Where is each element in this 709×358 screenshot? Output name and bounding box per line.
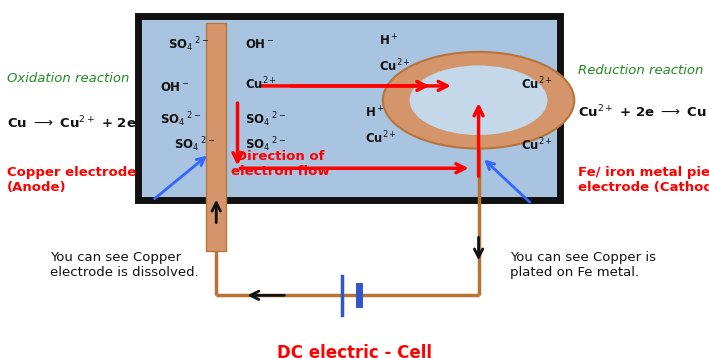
Text: Copper electrode
(Anode): Copper electrode (Anode) bbox=[7, 166, 136, 194]
Text: SO$_4$$^{\ 2-}$: SO$_4$$^{\ 2-}$ bbox=[168, 35, 210, 54]
Text: SO$_4$$^{\ 2-}$: SO$_4$$^{\ 2-}$ bbox=[245, 111, 286, 129]
Bar bbox=[206, 23, 226, 251]
Text: Cu$^{2+}$: Cu$^{2+}$ bbox=[379, 58, 411, 74]
Text: You can see Copper is
plated on Fe metal.: You can see Copper is plated on Fe metal… bbox=[510, 251, 657, 279]
Circle shape bbox=[383, 52, 574, 149]
Circle shape bbox=[410, 66, 547, 135]
Text: SO$_4$$^{\ 2-}$: SO$_4$$^{\ 2-}$ bbox=[174, 136, 216, 154]
Text: H$^+$: H$^+$ bbox=[379, 34, 399, 49]
Text: Reduction reaction: Reduction reaction bbox=[578, 64, 703, 77]
Text: OH$^-$: OH$^-$ bbox=[160, 81, 189, 94]
Text: SO$_4$$^{\ 2-}$: SO$_4$$^{\ 2-}$ bbox=[160, 111, 201, 129]
Text: DC electric - Cell: DC electric - Cell bbox=[277, 344, 432, 358]
Text: Cu$^{2+}$ + 2e $\longrightarrow$ Cu: Cu$^{2+}$ + 2e $\longrightarrow$ Cu bbox=[578, 104, 707, 120]
Text: SO$_4$$^{\ 2-}$: SO$_4$$^{\ 2-}$ bbox=[245, 136, 286, 154]
Text: Cu$^{2+}$: Cu$^{2+}$ bbox=[521, 76, 553, 92]
Text: Cu $\longrightarrow$ Cu$^{2+}$ + 2e: Cu $\longrightarrow$ Cu$^{2+}$ + 2e bbox=[7, 115, 137, 131]
Text: Direction of
electron flow: Direction of electron flow bbox=[230, 150, 330, 178]
Bar bbox=[138, 16, 560, 200]
Text: Fe/ iron metal piece
electrode (Cathode): Fe/ iron metal piece electrode (Cathode) bbox=[578, 166, 709, 194]
Text: Cu$^{2+}$: Cu$^{2+}$ bbox=[521, 137, 553, 153]
Text: H$^+$: H$^+$ bbox=[365, 105, 385, 120]
Text: OH$^-$: OH$^-$ bbox=[245, 38, 274, 51]
Text: Oxidation reaction: Oxidation reaction bbox=[7, 72, 130, 84]
Text: Cu$^{2+}$: Cu$^{2+}$ bbox=[245, 76, 277, 92]
Text: Cu$^{2+}$: Cu$^{2+}$ bbox=[365, 130, 397, 146]
Text: You can see Copper
electrode is dissolved.: You can see Copper electrode is dissolve… bbox=[50, 251, 199, 279]
